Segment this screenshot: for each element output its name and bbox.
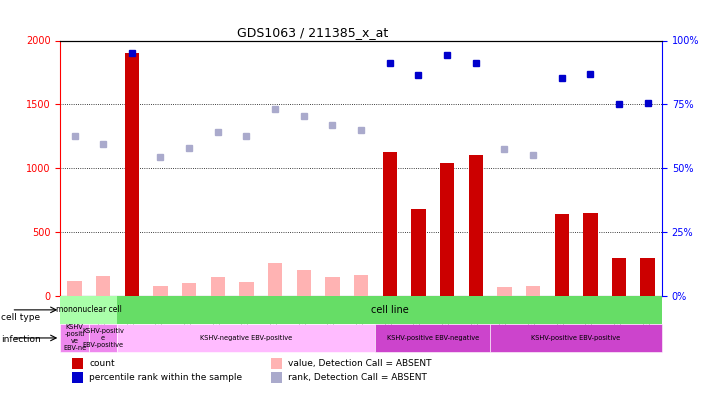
Text: KSHV-positive EBV-positive: KSHV-positive EBV-positive [532, 335, 621, 341]
Bar [125, 53, 139, 296]
Bar [182, 283, 196, 296]
Text: percentile rank within the sample: percentile rank within the sample [89, 373, 242, 382]
Bar [325, 277, 340, 296]
Text: KSHV
-positi
ve
EBV-ne: KSHV -positi ve EBV-ne [63, 324, 86, 352]
Bar [411, 209, 426, 296]
Bar [96, 276, 110, 296]
Bar [297, 270, 311, 296]
Bar [211, 277, 225, 296]
Bar [490, 324, 662, 352]
Bar [469, 156, 483, 296]
Bar [118, 324, 375, 352]
Bar [375, 324, 490, 352]
Text: rank, Detection Call = ABSENT: rank, Detection Call = ABSENT [287, 373, 426, 382]
Bar [583, 213, 598, 296]
Bar [270, 358, 282, 369]
Bar [72, 372, 83, 383]
Bar [554, 214, 569, 296]
Bar [382, 151, 397, 296]
Bar [154, 286, 168, 296]
Bar [67, 281, 81, 296]
Bar [612, 258, 626, 296]
Text: infection: infection [1, 335, 40, 344]
Text: mononuclear cell: mononuclear cell [56, 305, 122, 314]
Bar [60, 296, 118, 324]
Bar [641, 258, 655, 296]
Bar [440, 163, 455, 296]
Bar [239, 282, 253, 296]
Bar [270, 372, 282, 383]
Bar [72, 358, 83, 369]
Text: cell type: cell type [1, 313, 40, 322]
Text: KSHV-positiv
e
EBV-positive: KSHV-positiv e EBV-positive [82, 328, 124, 348]
Bar [354, 275, 368, 296]
Bar [60, 324, 88, 352]
Title: GDS1063 / 211385_x_at: GDS1063 / 211385_x_at [237, 26, 389, 39]
Bar [88, 324, 118, 352]
Bar [526, 286, 540, 296]
Text: cell line: cell line [371, 305, 409, 315]
Text: KSHV-negative EBV-positive: KSHV-negative EBV-positive [200, 335, 292, 341]
Text: count: count [89, 359, 115, 368]
Bar [268, 263, 282, 296]
Text: value, Detection Call = ABSENT: value, Detection Call = ABSENT [287, 359, 431, 368]
Bar [497, 287, 511, 296]
Text: KSHV-positive EBV-negative: KSHV-positive EBV-negative [387, 335, 479, 341]
